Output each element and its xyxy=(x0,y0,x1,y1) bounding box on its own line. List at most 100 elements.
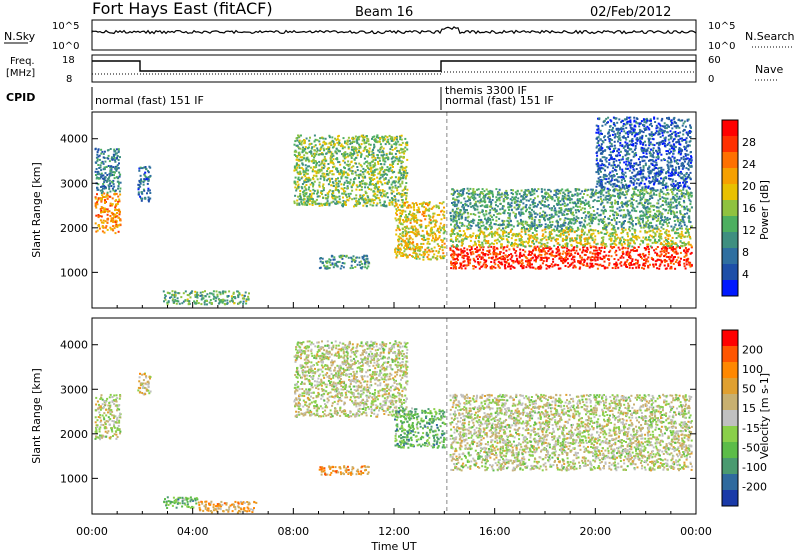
heatmap-cell xyxy=(434,223,437,226)
heatmap-cell xyxy=(369,203,372,206)
heatmap-cell xyxy=(384,195,387,198)
heatmap-cell xyxy=(102,219,105,222)
heatmap-cell xyxy=(385,154,388,156)
heatmap-cell xyxy=(613,258,616,260)
heatmap-cell xyxy=(567,262,570,265)
heatmap-cell xyxy=(118,190,121,193)
heatmap-cell xyxy=(366,165,369,168)
heatmap-cell xyxy=(106,208,109,211)
heatmap-cell xyxy=(607,222,610,225)
heatmap-cell xyxy=(103,231,106,234)
heatmap-cell xyxy=(184,299,187,302)
heatmap-cell xyxy=(582,246,585,249)
heatmap-cell xyxy=(436,258,439,261)
heatmap-cell xyxy=(111,180,113,183)
heatmap-cell xyxy=(378,170,381,173)
heatmap-cell xyxy=(562,224,565,227)
heatmap-cell xyxy=(298,179,301,182)
cpid-segment-2b: normal (fast) 151 IF xyxy=(445,94,554,107)
heatmap-cell xyxy=(525,240,528,243)
heatmap-cell xyxy=(319,260,322,263)
heatmap-cell xyxy=(450,261,452,264)
heatmap-cell xyxy=(341,153,343,156)
heatmap-cell xyxy=(389,177,392,180)
heatmap-cell xyxy=(383,153,386,156)
heatmap-cell xyxy=(456,234,459,237)
heatmap-cell xyxy=(366,201,369,204)
heatmap-cell xyxy=(147,179,150,182)
heatmap-cell xyxy=(356,166,359,168)
heatmap-cell xyxy=(643,255,646,258)
heatmap-cell xyxy=(326,265,329,268)
heatmap-cell xyxy=(222,290,224,293)
heatmap-cell xyxy=(373,169,376,172)
heatmap-cell xyxy=(643,247,646,249)
heatmap-cell xyxy=(594,263,597,266)
heatmap-cell xyxy=(455,245,458,248)
heatmap-cell xyxy=(101,198,104,201)
heatmap-cell xyxy=(621,247,624,250)
heatmap-cell xyxy=(500,258,503,261)
heatmap-cell xyxy=(574,239,577,242)
heatmap-cell xyxy=(336,185,339,188)
heatmap-cell xyxy=(334,186,337,189)
heatmap-cell xyxy=(595,216,598,219)
heatmap-cell xyxy=(493,259,496,262)
heatmap-cell xyxy=(103,211,106,213)
heatmap-cell xyxy=(339,180,341,183)
heatmap-cell xyxy=(497,197,500,200)
heatmap-cell xyxy=(509,258,512,261)
heatmap-cell xyxy=(392,180,395,183)
heatmap-cell xyxy=(612,228,615,231)
heatmap-cell xyxy=(318,202,321,205)
heatmap-cell xyxy=(346,176,349,179)
heatmap-cell xyxy=(645,190,648,193)
heatmap-cell xyxy=(397,247,400,250)
heatmap-cell xyxy=(562,222,565,225)
heatmap-cell xyxy=(487,253,490,256)
heatmap-cell xyxy=(469,235,471,238)
heatmap-cell xyxy=(197,294,200,296)
heatmap-cell xyxy=(377,172,380,175)
heatmap-cell xyxy=(340,183,343,186)
nave-tick-top: 60 xyxy=(708,55,721,66)
heatmap-cell xyxy=(229,300,231,303)
heatmap-cell xyxy=(654,233,657,236)
heatmap-cell xyxy=(657,215,660,217)
heatmap-cell xyxy=(506,194,509,196)
heatmap-cell xyxy=(498,236,501,238)
heatmap-cell xyxy=(580,239,582,242)
heatmap-cell xyxy=(586,250,588,253)
heatmap-cell xyxy=(553,199,556,202)
heatmap-cell xyxy=(409,248,412,251)
heatmap-cell xyxy=(534,255,537,258)
heatmap-cell xyxy=(514,260,517,263)
heatmap-cell xyxy=(428,209,431,212)
heatmap-cell xyxy=(95,174,97,176)
heatmap-cell xyxy=(539,207,542,210)
heatmap-cell xyxy=(499,253,501,255)
heatmap-cell xyxy=(370,200,373,203)
heatmap-cell xyxy=(312,200,315,203)
heatmap-cell xyxy=(303,181,306,184)
heatmap-cell xyxy=(364,261,367,264)
heatmap-cell xyxy=(629,239,632,242)
heatmap-cell xyxy=(531,266,534,269)
heatmap-cell xyxy=(490,245,493,248)
heatmap-cell xyxy=(468,259,471,262)
heatmap-cell xyxy=(641,266,643,269)
heatmap-cell xyxy=(574,252,577,255)
heatmap-cell xyxy=(531,263,533,266)
heatmap-cell xyxy=(464,267,467,270)
heatmap-cell xyxy=(429,250,432,253)
heatmap-cell xyxy=(116,164,119,167)
heatmap-cell xyxy=(627,252,630,255)
heatmap-cell xyxy=(533,237,536,240)
heatmap-cell xyxy=(383,190,386,193)
heatmap-cell xyxy=(328,204,331,207)
nsearch-tick-bottom: 10^0 xyxy=(708,41,735,52)
heatmap-cell xyxy=(362,136,365,139)
heatmap-cell xyxy=(313,145,316,148)
heatmap-cell xyxy=(545,267,548,270)
heatmap-cell xyxy=(472,244,475,247)
